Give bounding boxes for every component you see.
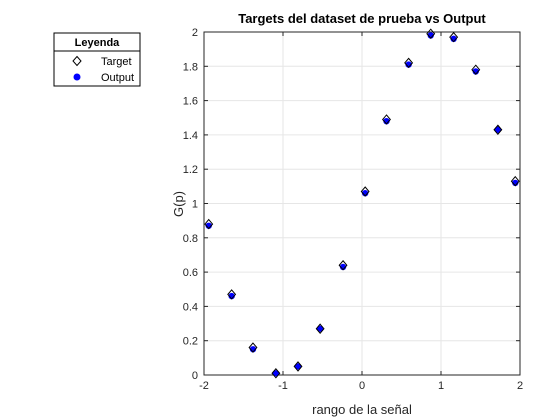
target-point: [315, 323, 325, 334]
target-point: [271, 368, 281, 379]
output-point: [316, 325, 324, 332]
target-point: [248, 342, 258, 353]
legend-entry-target: Target: [101, 56, 132, 68]
y-tick-label: 1.4: [183, 130, 198, 142]
y-tick-label: 2: [192, 27, 198, 39]
target-point: [382, 114, 391, 125]
y-tick-label: 0.6: [183, 267, 198, 279]
x-axis-label: rango de la señal: [312, 402, 412, 417]
x-tick-label: -2: [199, 380, 209, 392]
y-tick-label: 0.8: [183, 233, 198, 245]
target-point: [471, 64, 481, 76]
output-point: [272, 370, 280, 377]
target-point: [293, 361, 303, 372]
legend-box: [53, 32, 141, 87]
target-point: [449, 31, 459, 43]
y-tick-label: 1.2: [183, 164, 198, 176]
y-axis-label: G(p): [171, 191, 186, 217]
target-point: [360, 186, 370, 197]
y-tick-label: 1.8: [183, 61, 198, 73]
y-tick-label: 1: [192, 199, 198, 211]
legend: Leyenda Target Output: [53, 32, 141, 87]
legend-target-marker: [72, 55, 82, 67]
x-tick-label: 0: [359, 380, 365, 392]
x-tick-label: 1: [438, 380, 444, 392]
axis-ticks: -2 -1 0 1 2 0 0.2 0.4 0.6 0.8 1 1.2 1.4 1.6 1.8 2: [183, 27, 523, 392]
y-tick-label: 0.2: [183, 336, 198, 348]
target-point: [493, 124, 503, 136]
target-point: [404, 57, 414, 69]
y-tick-label: 0.4: [183, 301, 198, 313]
y-tick-label: 1.6: [183, 96, 198, 108]
data-points: [204, 28, 520, 379]
target-point: [227, 289, 237, 300]
grid: [203, 31, 521, 376]
target-point: [510, 175, 520, 187]
target-point: [204, 218, 214, 230]
x-tick-label: -1: [278, 380, 288, 392]
y-tick-label: 0: [192, 370, 198, 382]
output-point: [494, 126, 502, 133]
output-point: [294, 363, 302, 370]
chart-title: Targets del dataset de prueba vs Output: [238, 11, 486, 26]
legend-output-marker: [73, 73, 81, 81]
target-point: [426, 28, 436, 39]
target-point: [338, 259, 348, 271]
x-tick-label: 2: [517, 380, 523, 392]
legend-title: Leyenda: [75, 37, 121, 49]
legend-entry-output: Output: [101, 72, 134, 84]
